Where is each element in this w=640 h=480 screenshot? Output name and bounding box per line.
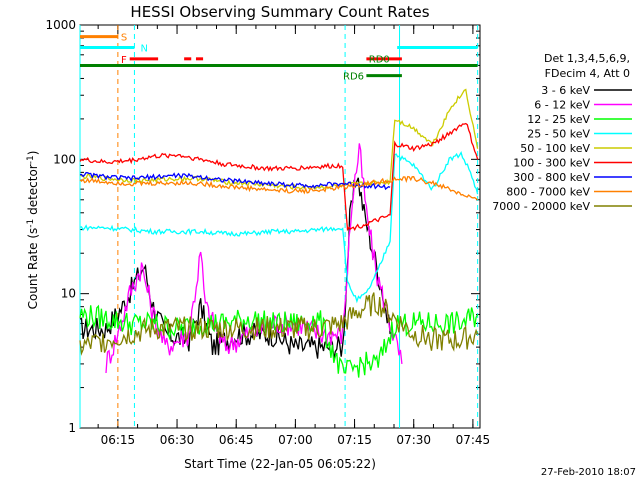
legend-entry-label: 12 - 25 keV xyxy=(527,113,590,126)
series-line xyxy=(79,304,479,378)
flag-label: N xyxy=(140,43,147,54)
x-axis-label: Start Time (22-Jan-05 06:05:22) xyxy=(184,457,376,471)
x-tick-label: 07:00 xyxy=(278,433,313,447)
y-axis-label-sup2: -1 xyxy=(26,155,36,164)
y-tick-label: 1 xyxy=(68,421,76,435)
series-line xyxy=(79,177,391,360)
plot-frame xyxy=(79,24,481,429)
legend-entry-label: 800 - 7000 keV xyxy=(506,186,590,199)
y-axis-label-pre: Count Rate (s xyxy=(26,228,40,310)
footer-date: 27-Feb-2010 18:07 xyxy=(541,467,636,478)
y-tick-label: 10 xyxy=(61,287,76,301)
legend-entry-label: 25 - 50 keV xyxy=(527,128,590,141)
y-tick-label: 1000 xyxy=(45,18,76,32)
chart-title: HESSI Observing Summary Count Rates xyxy=(130,3,429,21)
x-tick-label: 06:15 xyxy=(101,433,136,447)
legend-entry-label: 6 - 12 keV xyxy=(534,99,590,112)
y-tick-label: 100 xyxy=(53,152,76,166)
x-tick-label: 06:30 xyxy=(160,433,195,447)
x-tick-label: 07:15 xyxy=(337,433,372,447)
legend-header-line-1: Det 1,3,4,5,6,9, xyxy=(544,52,630,65)
legend: Det 1,3,4,5,6,9, FDecim 4, Att 0 3 - 6 k… xyxy=(492,52,632,213)
x-tick-label: 06:45 xyxy=(219,433,254,447)
y-axis-label-post: ) xyxy=(26,151,40,156)
legend-entry-label: 300 - 800 keV xyxy=(513,171,590,184)
x-tick-label: 07:30 xyxy=(396,433,431,447)
y-axis-label-sup1: -1 xyxy=(26,219,36,228)
x-tick-label: 07:45 xyxy=(456,433,491,447)
legend-entry-label: 100 - 300 keV xyxy=(513,157,590,170)
legend-entry-label: 7000 - 20000 keV xyxy=(492,200,590,213)
flag-label: S xyxy=(121,33,127,44)
flag-label: RD0 xyxy=(369,54,390,65)
series-line xyxy=(79,175,478,201)
legend-entry-label: 3 - 6 keV xyxy=(541,84,590,97)
series-line xyxy=(79,171,391,191)
y-axis-label-mid: detector xyxy=(26,164,40,219)
series-line xyxy=(79,122,479,232)
flag-label: F xyxy=(121,55,127,66)
series-line xyxy=(79,292,479,356)
legend-header-line-2: FDecim 4, Att 0 xyxy=(545,67,630,80)
series-line xyxy=(79,88,479,190)
legend-entry-label: 50 - 100 keV xyxy=(520,142,590,155)
series-line xyxy=(79,150,479,304)
y-axis-label: Count Rate (s-1 detector-1) xyxy=(26,151,40,310)
flag-label: RD6 xyxy=(343,72,364,83)
plot-area: 1 10 100 1000 06:15 06:30 06:45 07:00 07:15 07:30… xyxy=(45,18,490,447)
